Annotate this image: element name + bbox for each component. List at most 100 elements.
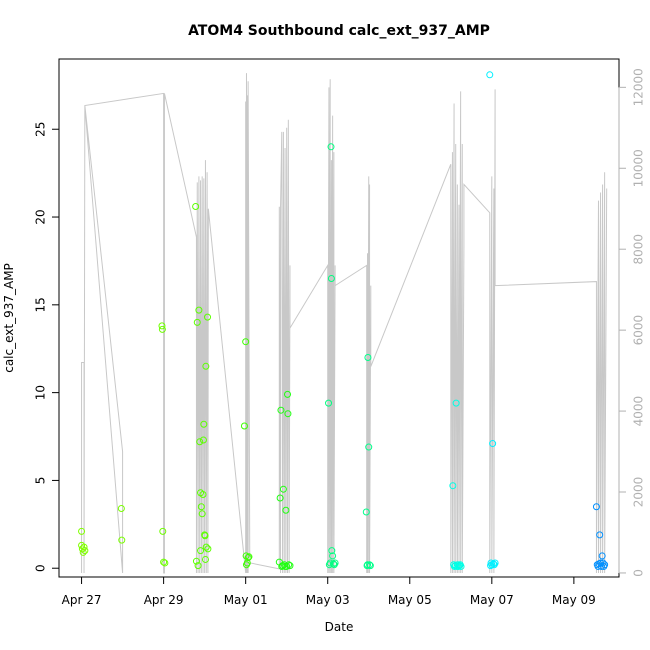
- y2-axis: 0 2000 4000 6000 8000 10000 12000: [618, 68, 646, 577]
- y2-tick-label: 6000: [632, 315, 646, 346]
- data-point: [276, 494, 284, 502]
- chart-title: ATOM4 Southbound calc_ext_937_AMP: [188, 23, 490, 39]
- data-point: [366, 562, 374, 570]
- data-point: [449, 482, 457, 490]
- data-point: [201, 555, 209, 563]
- data-point: [284, 390, 292, 398]
- x-tick-label: May 07: [470, 593, 514, 607]
- data-point: [457, 562, 465, 570]
- y-tick-label: 20: [34, 209, 48, 224]
- data-point: [601, 561, 609, 569]
- data-point: [195, 306, 203, 314]
- data-point: [599, 559, 607, 567]
- data-point: [193, 318, 201, 326]
- data-point: [198, 510, 206, 518]
- data-point: [331, 559, 339, 567]
- data-point: [328, 547, 336, 555]
- data-point: [196, 438, 204, 446]
- data-point: [199, 490, 207, 498]
- x-tick-label: May 05: [388, 593, 432, 607]
- data-point: [284, 410, 292, 418]
- data-point: [285, 561, 293, 569]
- data-point: [79, 548, 87, 556]
- data-point: [325, 399, 333, 407]
- data-point: [455, 562, 463, 570]
- data-point: [597, 562, 605, 570]
- data-point: [277, 406, 285, 414]
- y-tick-label: 15: [34, 297, 48, 312]
- data-point: [118, 536, 126, 544]
- x-tick-label: May 01: [224, 593, 268, 607]
- data-point: [326, 559, 334, 567]
- data-point: [80, 543, 88, 551]
- data-point: [202, 362, 210, 370]
- data-point: [202, 543, 210, 551]
- y2-tick-label: 8000: [632, 234, 646, 265]
- y-tick-label: 0: [34, 564, 48, 572]
- data-point: [327, 274, 335, 282]
- data-point: [194, 562, 202, 570]
- y2-tick-label: 10000: [632, 149, 646, 187]
- data-point: [81, 547, 89, 555]
- data-point: [243, 559, 251, 567]
- data-point: [362, 508, 370, 516]
- data-point: [158, 322, 166, 330]
- data-point: [78, 527, 86, 535]
- data-point: [117, 505, 125, 513]
- data-point: [242, 552, 250, 560]
- data-point: [192, 557, 200, 565]
- point-layer: [78, 71, 609, 570]
- data-point: [592, 503, 600, 511]
- data-point: [364, 561, 372, 569]
- y2-tick-label: 12000: [632, 68, 646, 106]
- data-point: [486, 71, 494, 79]
- x-axis-label: Date: [325, 620, 354, 634]
- y2-tick-label: 2000: [632, 477, 646, 508]
- data-point: [158, 325, 166, 333]
- data-point: [364, 354, 372, 362]
- data-point: [491, 559, 499, 567]
- data-point: [201, 532, 209, 540]
- x-tick-label: May 09: [552, 593, 596, 607]
- data-point: [329, 552, 337, 560]
- x-tick-label: Apr 27: [62, 593, 102, 607]
- data-point: [242, 338, 250, 346]
- data-point: [365, 443, 373, 451]
- data-point: [279, 485, 287, 493]
- data-point: [192, 203, 200, 210]
- x-axis: Apr 27 Apr 29 May 01 May 03 May 05 May 07 May …: [62, 576, 596, 607]
- data-point: [282, 506, 290, 514]
- line-layer: [81, 73, 608, 574]
- y-tick-label: 25: [34, 122, 48, 137]
- data-point: [244, 554, 252, 562]
- y-tick-label: 10: [34, 385, 48, 400]
- data-point: [200, 420, 208, 428]
- y-tick-label: 5: [34, 477, 48, 485]
- y2-tick-label: 4000: [632, 396, 646, 427]
- data-point: [366, 561, 374, 569]
- y-axis: 0 5 10 15 20 25: [34, 122, 60, 572]
- series-line: [81, 73, 608, 574]
- y2-tick-label: 0: [632, 569, 646, 577]
- x-tick-label: Apr 29: [144, 593, 184, 607]
- data-point: [286, 562, 294, 570]
- data-point: [596, 531, 604, 539]
- data-point: [197, 503, 205, 511]
- data-point: [204, 545, 212, 553]
- data-point: [452, 399, 460, 407]
- y-axis-label: calc_ext_937_AMP: [2, 263, 16, 373]
- x-tick-label: May 03: [306, 593, 350, 607]
- data-point: [159, 527, 167, 535]
- data-point: [598, 552, 606, 560]
- data-point: [197, 547, 205, 555]
- data-point: [161, 559, 169, 567]
- data-point: [489, 440, 497, 448]
- data-point: [204, 313, 212, 321]
- data-point: [245, 553, 253, 561]
- data-point: [240, 422, 248, 430]
- data-point: [327, 143, 335, 151]
- data-point: [160, 558, 168, 566]
- data-point: [199, 436, 207, 444]
